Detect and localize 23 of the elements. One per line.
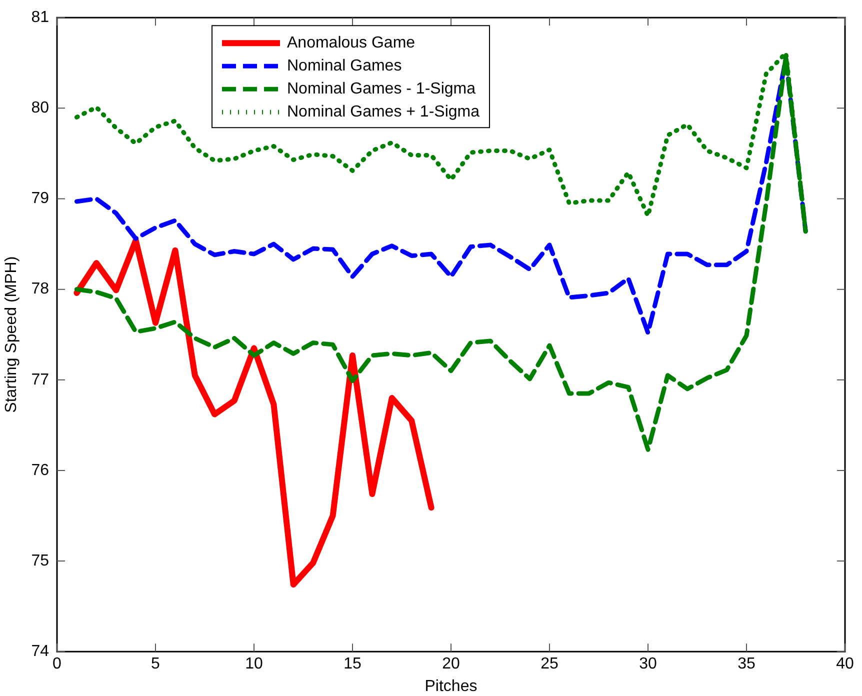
y-tick-label: 76 — [31, 462, 50, 479]
y-axis-title: Starting Speed (MPH) — [3, 256, 20, 413]
y-tick-label: 80 — [31, 100, 50, 117]
x-tick-label: 10 — [245, 656, 263, 673]
x-tick-label: 20 — [442, 656, 460, 673]
legend-label: Nominal Games - 1-Sigma — [286, 80, 476, 98]
y-tick-label: 79 — [31, 190, 50, 208]
x-tick-label: 30 — [639, 656, 657, 673]
x-tick-label: 25 — [540, 656, 558, 673]
legend-label: Anomalous Game — [286, 34, 416, 52]
y-tick-label: 77 — [31, 371, 50, 388]
y-tick-label: 78 — [31, 280, 50, 298]
y-tick-label: 81 — [31, 9, 50, 26]
x-tick-label: 5 — [151, 656, 160, 673]
x-tick-label: 40 — [836, 656, 854, 673]
y-tick-label: 75 — [31, 552, 50, 570]
legend-label: Nominal Games + 1-Sigma — [286, 104, 480, 121]
x-tick-label: 35 — [738, 656, 756, 673]
legend-label: Nominal Games — [286, 58, 402, 75]
x-axis-title: Pitches — [424, 678, 478, 695]
x-tick-label: 15 — [344, 656, 362, 673]
x-tick-label: 0 — [52, 656, 62, 673]
y-tick-label: 74 — [31, 643, 50, 660]
